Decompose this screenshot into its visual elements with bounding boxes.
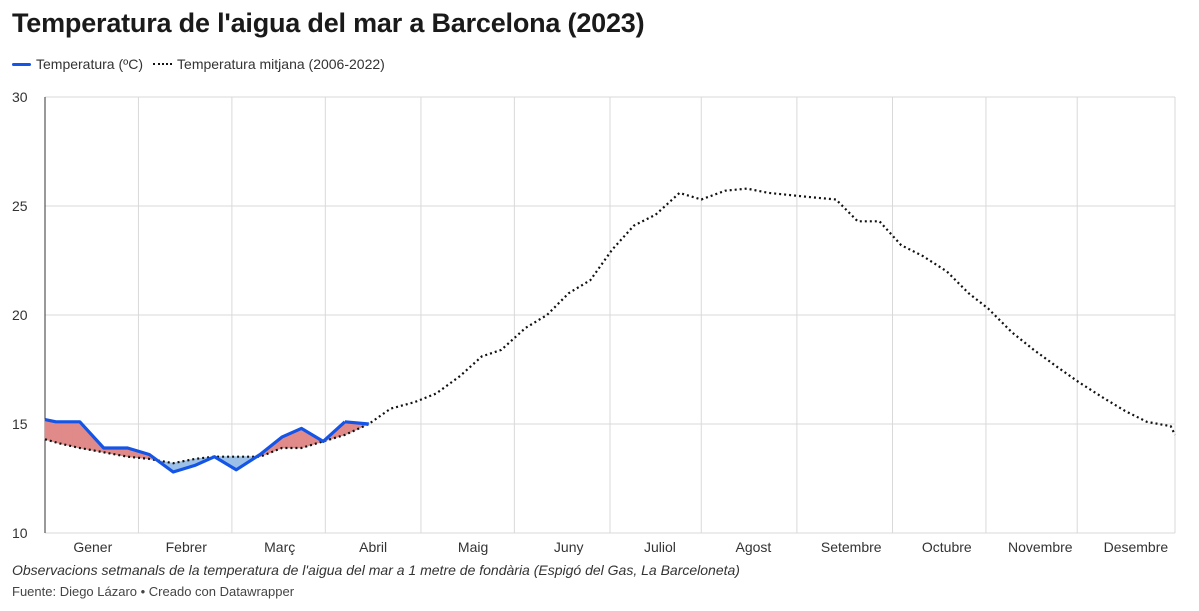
x-tick-label-month: Juny [554,539,584,555]
x-tick-label-month: Desembre [1104,539,1169,555]
y-tick-label: 25 [12,198,28,214]
y-tick-label: 10 [12,525,28,541]
y-tick-label: 20 [12,307,28,323]
x-tick-label-month: Octubre [922,539,972,555]
x-tick-label-month: Març [264,539,295,555]
x-tick-label-month: Agost [736,539,772,555]
legend-item-average: Temperatura mitjana (2006-2022) [153,56,385,72]
x-tick-label-month: Juliol [644,539,676,555]
chart-note: Observacions setmanals de la temperatura… [12,562,740,578]
legend-swatch-solid [12,62,31,66]
y-tick-label: 30 [12,89,28,105]
y-tick-label: 15 [12,416,28,432]
x-tick-label-month: Novembre [1008,539,1073,555]
x-tick-label-month: Abril [359,539,387,555]
series-line-2023 [44,418,346,474]
legend-label-2023: Temperatura (ºC) [36,56,144,72]
series-line-average [44,187,1176,465]
chart-title: Temperatura de l'aigua del mar a Barcelo… [12,8,645,38]
x-tick-label-month: Febrer [166,539,208,555]
x-tick-label-month: Maig [458,539,488,555]
x-tick-label-month: Gener [73,539,112,555]
legend: Temperatura (ºC) Temperatura mitjana (20… [12,54,395,74]
legend-item-2023: Temperatura (ºC) [12,56,143,72]
legend-swatch-dotted [153,63,173,65]
legend-label-average: Temperatura mitjana (2006-2022) [177,56,385,72]
chart-source: Fuente: Diego Lázaro • Creado con Datawr… [12,584,295,599]
x-tick-label-month: Setembre [821,539,882,555]
series-line-2023-tail [344,420,369,426]
